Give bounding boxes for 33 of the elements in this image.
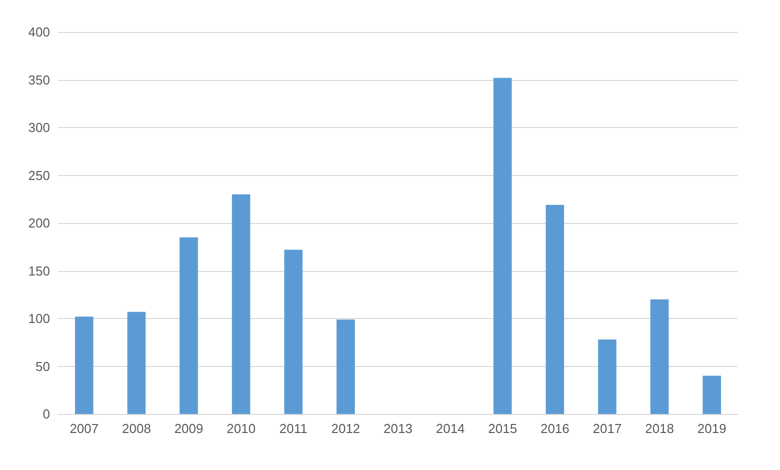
- x-tick-label: 2015: [488, 421, 518, 436]
- x-tick-label: 2010: [226, 421, 256, 436]
- y-tick-label: 200: [28, 216, 50, 230]
- y-tick-label: 50: [36, 358, 50, 374]
- bar: [546, 204, 564, 414]
- bar: [493, 78, 512, 414]
- bar: [180, 237, 198, 414]
- x-tick-label: 2014: [436, 421, 465, 436]
- x-tick-label: 2018: [645, 421, 674, 436]
- y-tick-label: 400: [28, 24, 50, 40]
- y-tick-label: 350: [28, 72, 50, 88]
- y-tick-label: 300: [28, 120, 50, 135]
- bar: [336, 319, 355, 414]
- x-tick-label: 2012: [331, 421, 360, 436]
- bar: [284, 250, 303, 414]
- x-tick-label: 2013: [384, 421, 412, 436]
- y-tick-label: 100: [28, 311, 50, 326]
- bar: [702, 376, 721, 414]
- x-tick-label: 2011: [279, 421, 308, 436]
- bar: [127, 312, 146, 414]
- bar: [650, 299, 669, 414]
- x-tick-label: 2008: [122, 421, 151, 436]
- bar: [75, 316, 94, 414]
- bar: [598, 340, 616, 414]
- bar: [232, 194, 250, 414]
- x-tick-label: 2016: [540, 421, 570, 436]
- y-tick-label: 250: [28, 168, 50, 183]
- x-tick-label: 2019: [697, 421, 726, 436]
- y-tick-label: 0: [42, 406, 50, 422]
- x-tick-label: 2009: [174, 421, 204, 436]
- x-tick-label: 2017: [592, 421, 622, 436]
- y-tick-label: 150: [28, 263, 50, 278]
- x-tick-label: 2007: [70, 421, 99, 436]
